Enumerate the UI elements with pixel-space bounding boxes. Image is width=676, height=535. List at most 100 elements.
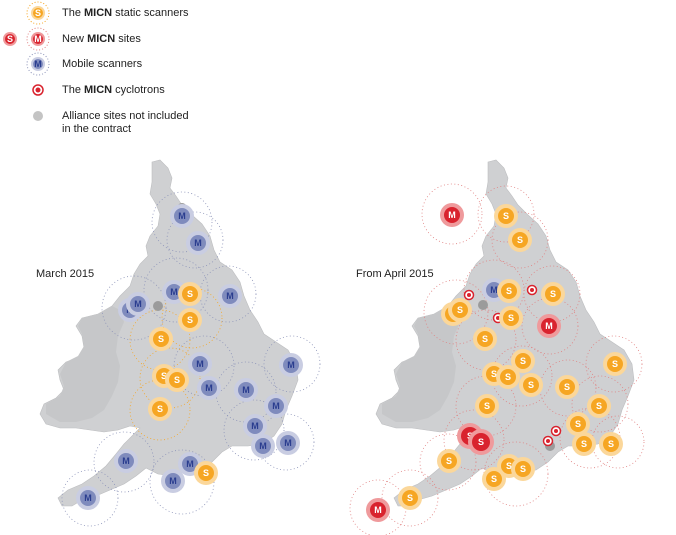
svg-text:M: M [34,34,42,44]
svg-text:M: M [284,438,292,448]
svg-text:S: S [35,8,41,18]
static-marker: S [194,461,218,485]
coverage-rings-static [129,287,223,441]
wales-hatch [382,306,460,422]
mobile-marker: M [264,394,288,418]
svg-text:S: S [528,380,534,390]
static-marker: S [398,486,422,510]
svg-text:S: S [187,315,193,325]
new-site-static-marker: S [468,429,494,455]
svg-text:S: S [508,313,514,323]
map-title: March 2015 [36,268,95,280]
new-site-mobile-icon: M [26,27,50,51]
svg-text:S: S [478,437,484,447]
static-marker: S [148,397,172,421]
static-marker: S [437,449,461,473]
cyclotron-marker [526,284,538,296]
svg-text:M: M [169,476,177,486]
svg-text:M: M [287,360,295,370]
svg-text:M: M [272,401,280,411]
svg-text:M: M [170,287,178,297]
england-wales-map: M M M M M M M M M M M M M M M M M M S S … [39,159,321,527]
svg-text:S: S [407,493,413,503]
svg-text:S: S [482,334,488,344]
wales-hatch [46,306,124,422]
svg-text:S: S [612,359,618,369]
mobile-marker: M [234,378,258,402]
svg-text:S: S [7,34,13,44]
cyclotron-marker [463,289,475,301]
svg-text:M: M [122,456,130,466]
svg-text:S: S [503,211,509,221]
map-title: From April 2015 [356,268,434,280]
svg-text:S: S [158,334,164,344]
cyclotron-marker [542,435,554,447]
svg-text:S: S [608,439,614,449]
legend-cyclotron-label: The MICN cyclotrons [62,84,165,96]
svg-text:M: M [194,238,202,248]
svg-text:M: M [134,299,142,309]
svg-text:S: S [187,289,193,299]
svg-text:M: M [196,359,204,369]
alliance-site-icon [33,111,43,121]
legend-mobile-label: Mobile scanners [62,58,143,70]
svg-text:S: S [491,369,497,379]
svg-text:S: S [484,401,490,411]
alliance-site [478,300,488,310]
static-marker: S [149,327,173,351]
new-site-mobile-marker: M [440,203,464,227]
new-site-mobile-marker: M [537,314,561,338]
mobile-marker: M [276,431,300,455]
svg-text:S: S [174,375,180,385]
legend-static-label: The MICN static scanners [62,7,189,19]
static-marker: S [511,349,535,373]
svg-text:M: M [84,493,92,503]
svg-text:S: S [457,305,463,315]
static-marker: S [475,394,499,418]
legend-alliance-label: Alliance sites not included in the contr… [62,110,189,135]
svg-text:M: M [374,505,382,515]
static-marker: S [566,412,590,436]
map-march-2015: March 2015 [0,150,340,535]
svg-text:S: S [550,289,556,299]
static-marker: S [494,204,518,228]
static-marker: S [603,352,627,376]
svg-text:M: M [448,210,456,220]
static-marker: S [511,457,535,481]
static-marker: S [473,327,497,351]
cyclotron-icon [32,84,44,96]
static-scanner-icon: S [26,1,50,25]
svg-text:M: M [205,383,213,393]
new-site-static-icon: S [3,32,17,46]
legend: S S M M The MICN st [0,0,260,140]
mobile-marker: M [279,353,303,377]
svg-text:M: M [186,459,194,469]
svg-text:S: S [581,439,587,449]
svg-text:M: M [242,385,250,395]
legend-symbols: S S M M [3,1,50,121]
mobile-scanner-icon: M [26,52,50,76]
map-from-april-2015: From April 2015 [336,150,676,535]
svg-text:S: S [575,419,581,429]
svg-text:S: S [517,235,523,245]
new-site-mobile-marker: M [366,498,390,522]
static-marker: S [497,279,521,303]
mobile-marker: M [251,434,275,458]
england-wales-map: M M M S S M S S S S S S S S S S S S S S … [349,159,645,535]
svg-text:M: M [34,59,42,69]
svg-text:S: S [446,456,452,466]
static-marker: S [499,306,523,330]
static-marker: S [165,368,189,392]
svg-text:S: S [506,286,512,296]
static-marker: S [599,432,623,456]
static-marker: S [572,432,596,456]
svg-text:S: S [596,401,602,411]
mobile-marker: M [188,352,212,376]
static-marker: S [496,365,520,389]
svg-text:S: S [506,461,512,471]
svg-text:S: S [505,372,511,382]
mobile-marker: M [114,449,138,473]
svg-text:S: S [564,382,570,392]
static-marker: S [519,373,543,397]
legend-newsites-label: New MICN sites [62,33,141,45]
